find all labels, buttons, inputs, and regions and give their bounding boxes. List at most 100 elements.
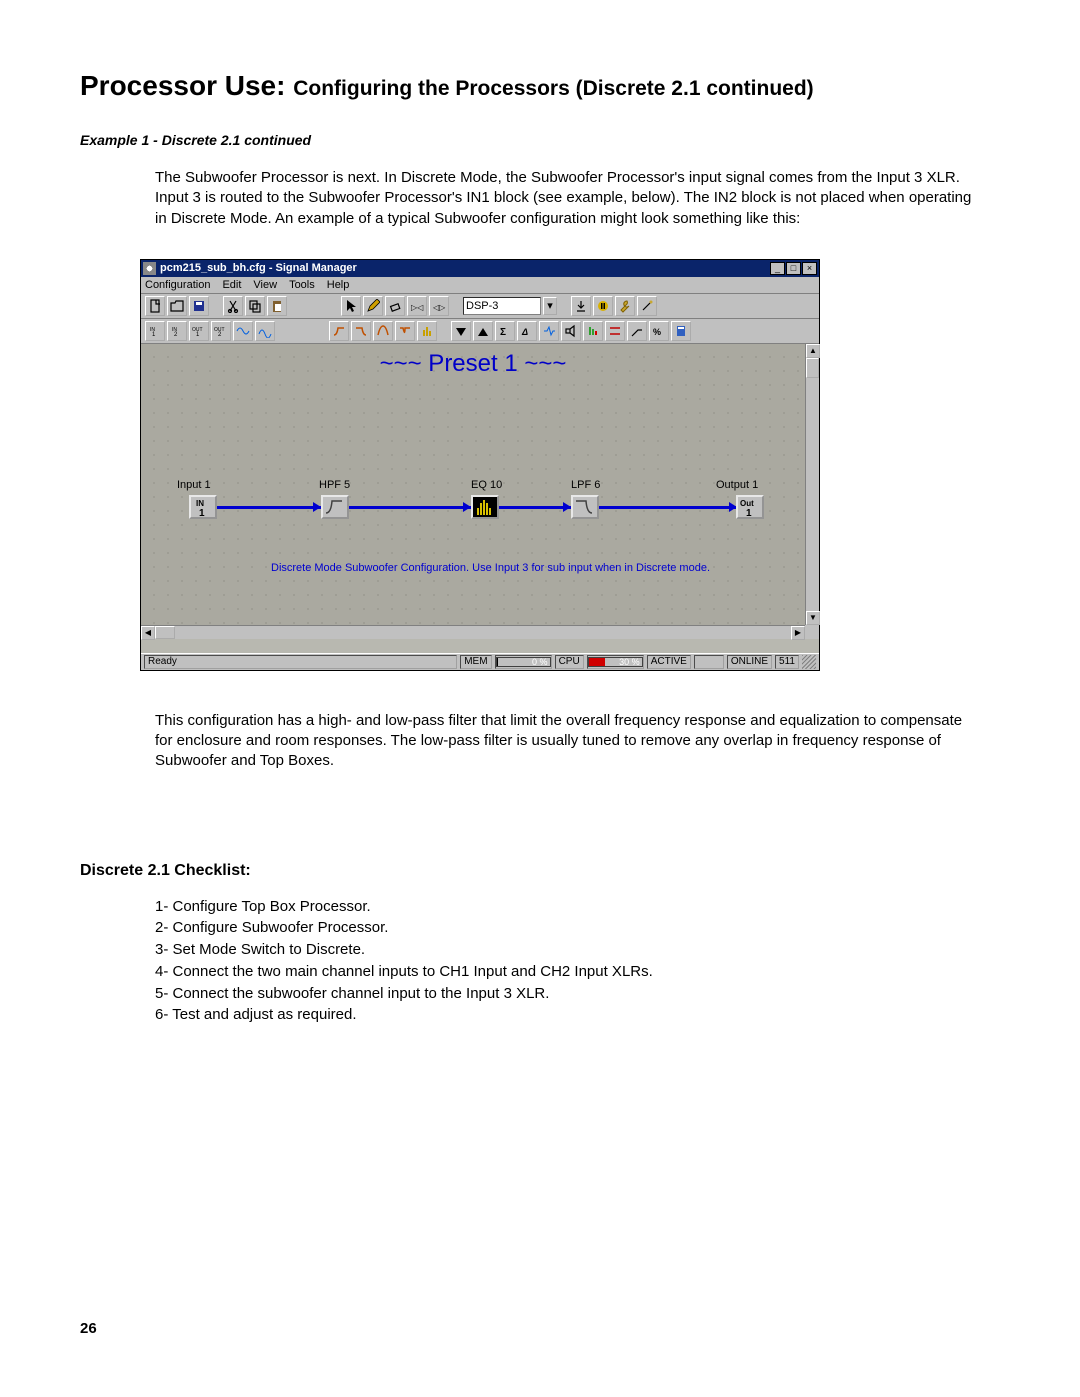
- close-button[interactable]: ×: [802, 262, 817, 275]
- meter-icon[interactable]: [583, 321, 603, 341]
- status-spacer: [694, 655, 724, 669]
- unlink-icon[interactable]: ◁▷: [429, 296, 449, 316]
- status-code: 511: [775, 655, 799, 669]
- hpf-icon[interactable]: [329, 321, 349, 341]
- paragraph-1: The Subwoofer Processor is next. In Disc…: [155, 168, 975, 229]
- window-title: pcm215_sub_bh.cfg - Signal Manager: [160, 262, 770, 274]
- stop-icon[interactable]: [593, 296, 613, 316]
- eraser-icon[interactable]: [385, 296, 405, 316]
- props-icon[interactable]: [671, 321, 691, 341]
- menu-configuration[interactable]: Configuration: [145, 279, 210, 291]
- comp-icon[interactable]: [627, 321, 647, 341]
- dsp-label: DSP-3: [466, 300, 498, 312]
- io-in2-icon[interactable]: IN2: [167, 321, 187, 341]
- gain-down-icon[interactable]: [451, 321, 471, 341]
- pencil-icon[interactable]: [363, 296, 383, 316]
- mute-icon[interactable]: [561, 321, 581, 341]
- lpf-label: LPF 6: [571, 479, 600, 491]
- svg-text:IN: IN: [196, 499, 204, 508]
- crossover-icon[interactable]: [539, 321, 559, 341]
- svg-text:%: %: [653, 327, 661, 337]
- svg-text:◁▷: ◁▷: [433, 303, 446, 312]
- checklist-item: 1- Configure Top Box Processor.: [155, 896, 1000, 918]
- sum-icon[interactable]: Σ: [495, 321, 515, 341]
- canvas-area: ~~~ Preset 1 ~~~ Input 1 HPF 5 EQ 10 LPF…: [141, 344, 819, 639]
- vscroll-thumb[interactable]: [806, 358, 819, 378]
- new-file-icon[interactable]: [145, 296, 165, 316]
- checklist-heading: Discrete 2.1 Checklist:: [80, 862, 1000, 880]
- scroll-up-icon[interactable]: ▲: [806, 344, 820, 358]
- preset-title: ~~~ Preset 1 ~~~: [141, 344, 805, 378]
- delay-icon[interactable]: Δ: [517, 321, 537, 341]
- status-cpu-meter: 30 %: [587, 655, 644, 669]
- output-label: Output 1: [716, 479, 758, 491]
- paste-icon[interactable]: [267, 296, 287, 316]
- gate-icon[interactable]: %: [649, 321, 669, 341]
- wand-icon[interactable]: [637, 296, 657, 316]
- wrench-icon[interactable]: [615, 296, 635, 316]
- svg-text:Out: Out: [740, 499, 754, 508]
- vertical-scrollbar[interactable]: ▲ ▼: [805, 344, 819, 625]
- scroll-down-icon[interactable]: ▼: [806, 611, 820, 625]
- horizontal-scrollbar[interactable]: ◀ ▶: [141, 625, 805, 639]
- link-icon[interactable]: ▷◁: [407, 296, 427, 316]
- menu-help[interactable]: Help: [327, 279, 350, 291]
- menu-tools[interactable]: Tools: [289, 279, 315, 291]
- svg-text:1: 1: [746, 508, 752, 517]
- hpf-node[interactable]: [321, 495, 349, 519]
- lpf-icon[interactable]: [351, 321, 371, 341]
- scroll-right-icon[interactable]: ▶: [791, 626, 805, 640]
- out-node[interactable]: Out1: [736, 495, 764, 519]
- checklist-item: 3- Set Mode Switch to Discrete.: [155, 939, 1000, 961]
- sine-icon[interactable]: [255, 321, 275, 341]
- checklist: 1- Configure Top Box Processor. 2- Confi…: [155, 896, 1000, 1027]
- signal-manager-window: pcm215_sub_bh.cfg - Signal Manager _ □ ×…: [140, 259, 820, 671]
- io-in-icon[interactable]: IN1: [145, 321, 165, 341]
- bpf-icon[interactable]: [373, 321, 393, 341]
- titlebar[interactable]: pcm215_sub_bh.cfg - Signal Manager _ □ ×: [141, 260, 819, 277]
- wave-icon[interactable]: [233, 321, 253, 341]
- status-mem-meter: 0 %: [495, 655, 552, 669]
- cut-icon[interactable]: [223, 296, 243, 316]
- title-main: Processor Use:: [80, 70, 285, 101]
- eq-node[interactable]: [471, 495, 499, 519]
- pointer-icon[interactable]: [341, 296, 361, 316]
- save-icon[interactable]: [189, 296, 209, 316]
- gain-up-icon[interactable]: [473, 321, 493, 341]
- checklist-item: 4- Connect the two main channel inputs t…: [155, 961, 1000, 983]
- open-file-icon[interactable]: [167, 296, 187, 316]
- resize-grip-icon[interactable]: [802, 655, 816, 669]
- scroll-corner: [805, 625, 819, 639]
- download-icon[interactable]: [571, 296, 591, 316]
- page-title: Processor Use: Configuring the Processor…: [80, 70, 1000, 102]
- mem-pct: 0 %: [532, 657, 548, 667]
- svg-text:Σ: Σ: [500, 327, 506, 338]
- notch-icon[interactable]: [395, 321, 415, 341]
- status-active: ACTIVE: [647, 655, 691, 669]
- copy-icon[interactable]: [245, 296, 265, 316]
- eq-icon[interactable]: [417, 321, 437, 341]
- page-number: 26: [80, 1320, 97, 1337]
- menubar: Configuration Edit View Tools Help: [141, 277, 819, 294]
- canvas-caption: Discrete Mode Subwoofer Configuration. U…: [271, 562, 710, 574]
- minimize-button[interactable]: _: [770, 262, 785, 275]
- svg-text:2: 2: [174, 332, 178, 338]
- paragraph-2: This configuration has a high- and low-p…: [155, 711, 975, 772]
- hscroll-thumb[interactable]: [155, 626, 175, 639]
- status-mem-label: MEM: [460, 655, 491, 669]
- maximize-button[interactable]: □: [786, 262, 801, 275]
- lpf-node[interactable]: [571, 495, 599, 519]
- svg-text:1: 1: [152, 332, 156, 338]
- io-out-icon[interactable]: OUT1: [189, 321, 209, 341]
- arrow-1-icon: [313, 502, 321, 512]
- menu-view[interactable]: View: [253, 279, 277, 291]
- dsp-select[interactable]: DSP-3: [463, 297, 541, 315]
- dsp-dropdown-icon[interactable]: ▾: [543, 297, 557, 315]
- scroll-left-icon[interactable]: ◀: [141, 626, 155, 640]
- in-node[interactable]: IN1: [189, 495, 217, 519]
- io-out2-icon[interactable]: OUT2: [211, 321, 231, 341]
- limiter-icon[interactable]: [605, 321, 625, 341]
- menu-edit[interactable]: Edit: [222, 279, 241, 291]
- dsp-canvas[interactable]: ~~~ Preset 1 ~~~ Input 1 HPF 5 EQ 10 LPF…: [141, 344, 805, 639]
- svg-text:▷◁: ▷◁: [411, 303, 424, 312]
